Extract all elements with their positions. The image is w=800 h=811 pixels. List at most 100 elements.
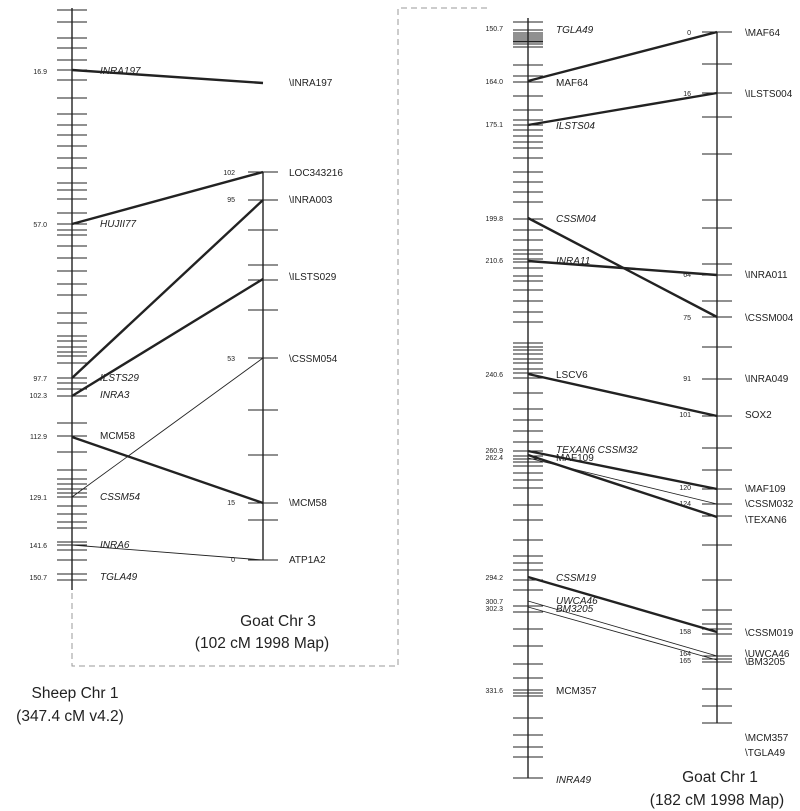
- position-label: 95: [227, 197, 235, 204]
- marker-label: \INRA003: [289, 195, 333, 206]
- goat-chr3-caption-sub: (102 cM 1998 Map): [195, 635, 329, 652]
- marker-label: TGLA49: [556, 25, 594, 36]
- link-line: [71, 435, 264, 505]
- position-label: 15: [227, 500, 235, 507]
- marker-label: INRA6: [100, 540, 130, 551]
- marker-label: LOC343216: [289, 168, 343, 179]
- position-label: 150.7: [485, 26, 503, 33]
- position-label: 102: [223, 170, 235, 177]
- link-line: [71, 544, 264, 561]
- link-line: [527, 259, 718, 277]
- position-label: 124: [679, 501, 691, 508]
- marker-label: BM3205: [556, 604, 594, 615]
- marker-label: \CSSM019: [745, 628, 794, 639]
- sheep-chr1-lower-markers: 150.7 TGLA49 164.0 MAF64 175.1 ILSTS04 1…: [485, 25, 638, 786]
- marker-label: INRA49: [556, 775, 591, 786]
- link-line: [71, 357, 264, 498]
- sheep-chr1-markers: 16.9 INRA197 57.0 HUJII77 97.7 ILSTS29 1…: [29, 66, 141, 583]
- link-line: [527, 372, 718, 418]
- position-label: 262.4: [485, 455, 503, 462]
- marker-label: \MAF109: [745, 484, 786, 495]
- goat-chr1-markers: 0 \MAF64 16 \ILSTS004 64 \INRA011 75 \CS…: [679, 28, 793, 759]
- link-line: [527, 91, 718, 127]
- goat-chr1-caption-sub: (182 cM 1998 Map): [650, 792, 784, 809]
- position-label: 158: [679, 629, 691, 636]
- marker-label: \TEXAN6: [745, 515, 787, 526]
- link-line: [71, 199, 264, 379]
- marker-label: CSSM54: [100, 492, 140, 503]
- marker-label: MCM357: [556, 686, 597, 697]
- marker-label: TEXAN6 CSSM32: [556, 445, 638, 456]
- link-line: [527, 575, 718, 634]
- link-line: [527, 600, 718, 657]
- goat-chr3-markers: \INRA197 102 LOC343216 95 \INRA003 \ILST…: [223, 78, 343, 566]
- marker-label: INRA3: [100, 390, 130, 401]
- link-line: [527, 449, 718, 491]
- position-label: 175.1: [485, 122, 503, 129]
- position-label: 16: [683, 91, 691, 98]
- sheep-chr1-caption-sub: (347.4 cM v4.2): [16, 708, 124, 725]
- marker-label: INRA11: [556, 256, 590, 267]
- marker-label: ILSTS29: [100, 373, 139, 384]
- position-label: 91: [683, 376, 691, 383]
- marker-label: \MCM58: [289, 498, 327, 509]
- marker-label: MAF109: [556, 453, 594, 464]
- position-label: 101: [679, 412, 691, 419]
- marker-label: ILSTS04: [556, 121, 595, 132]
- position-label: 164: [679, 651, 691, 658]
- position-label: 294.2: [485, 575, 503, 582]
- link-line: [527, 606, 718, 661]
- marker-label: HUJII77: [100, 219, 137, 230]
- position-label: 102.3: [29, 393, 47, 400]
- goat-chr3-caption: Goat Chr 3: [240, 613, 316, 630]
- link-lines: [71, 30, 718, 661]
- link-line: [527, 457, 718, 505]
- position-label: 165: [679, 658, 691, 665]
- position-label: 129.1: [29, 495, 47, 502]
- position-label: 112.9: [30, 434, 47, 441]
- marker-label: \MAF64: [745, 28, 780, 39]
- position-label: 16.9: [33, 69, 47, 76]
- marker-label: \INRA049: [745, 374, 789, 385]
- position-label: 120: [679, 485, 691, 492]
- marker-label: \ILSTS004: [745, 89, 793, 100]
- position-label: 260.9: [485, 448, 503, 455]
- marker-label: TGLA49: [100, 572, 138, 583]
- link-bracket: [71, 7, 487, 667]
- marker-label: CSSM04: [556, 214, 596, 225]
- position-label: 300.7: [485, 599, 503, 606]
- marker-label: LSCV6: [556, 370, 588, 381]
- goat-chr1-caption: Goat Chr 1: [682, 769, 758, 786]
- position-label: 57.0: [33, 222, 47, 229]
- position-label: 97.7: [33, 376, 47, 383]
- tick-marks: [57, 9, 732, 779]
- position-label: 150.7: [29, 575, 47, 582]
- position-label: 240.6: [485, 372, 503, 379]
- marker-label: ATP1A2: [289, 555, 326, 566]
- link-line: [71, 277, 264, 398]
- marker-label: \INRA011: [745, 270, 788, 281]
- position-label: 75: [683, 315, 691, 322]
- link-line: [527, 30, 718, 83]
- marker-label: \UWCA46: [745, 649, 790, 660]
- position-label: 0: [231, 557, 235, 564]
- link-line: [71, 170, 264, 226]
- marker-label: MAF64: [556, 78, 589, 89]
- marker-label: SOX2: [745, 410, 772, 421]
- marker-label: \CSSM054: [289, 354, 338, 365]
- position-label: 0: [687, 30, 691, 37]
- marker-label: \TGLA49: [745, 748, 785, 759]
- marker-label: \INRA197: [289, 78, 333, 89]
- marker-label: MCM58: [100, 431, 135, 442]
- position-label: 210.6: [485, 258, 503, 265]
- sheep-chr1-caption: Sheep Chr 1: [31, 685, 118, 702]
- marker-label: INRA197: [100, 66, 141, 77]
- position-label: 302.3: [485, 606, 503, 613]
- position-label: 164.0: [485, 79, 503, 86]
- position-label: 199.8: [485, 216, 503, 223]
- marker-label: UWCA46: [556, 596, 598, 607]
- position-label: 141.6: [29, 543, 47, 550]
- position-label: 64: [683, 272, 691, 279]
- marker-label: \MCM357: [745, 733, 789, 744]
